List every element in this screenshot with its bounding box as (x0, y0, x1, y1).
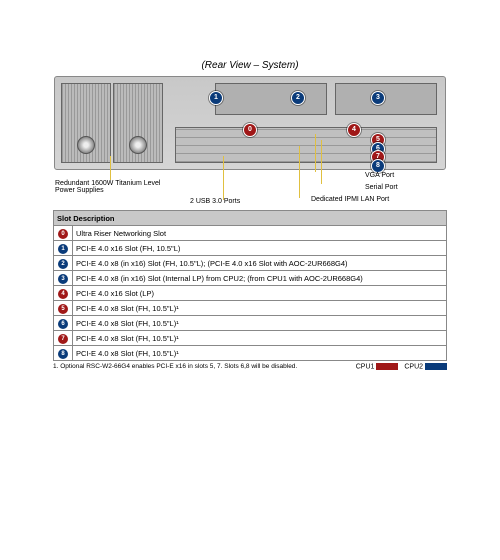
footnote: 1. Optional RSC-W2-66G4 enables PCI-E x1… (53, 363, 297, 370)
row-badge-cell: 7 (54, 331, 73, 346)
row-badge-6: 6 (58, 319, 68, 329)
fan-icon (77, 136, 95, 154)
table-row: 1 PCI-E 4.0 x16 Slot (FH, 10.5"L) (54, 241, 447, 256)
swatch-blue (425, 363, 447, 370)
row-badge-cell: 6 (54, 316, 73, 331)
table-row: 8 PCI-E 4.0 x8 Slot (FH, 10.5"L)¹ (54, 346, 447, 361)
view-title: (Rear View – System) (0, 60, 500, 71)
slot-badge-3: 3 (371, 91, 385, 105)
leader-line (299, 146, 300, 198)
table-header: Slot Description (54, 211, 447, 226)
row-badge-1: 1 (58, 244, 68, 254)
psu-right (113, 83, 163, 163)
swatch-red (376, 363, 398, 370)
row-desc: PCI-E 4.0 x8 (in x16) Slot (FH, 10.5"L);… (73, 256, 447, 271)
slot-description-table: Slot Description 0 Ultra Riser Networking… (53, 210, 447, 361)
row-desc: PCI-E 4.0 x8 (in x16) Slot (Internal LP)… (73, 271, 447, 286)
row-badge-8: 8 (58, 349, 68, 359)
row-desc: PCI-E 4.0 x8 Slot (FH, 10.5"L)¹ (73, 301, 447, 316)
row-badge-0: 0 (58, 229, 68, 239)
server-chassis: 123045678 (54, 76, 446, 170)
legend-cpu2-label: CPU2 (404, 363, 423, 370)
table-row: 5 PCI-E 4.0 x8 Slot (FH, 10.5"L)¹ (54, 301, 447, 316)
table-row: 0 Ultra Riser Networking Slot (54, 226, 447, 241)
row-desc: Ultra Riser Networking Slot (73, 226, 447, 241)
leader-line (110, 156, 111, 180)
footer: 1. Optional RSC-W2-66G4 enables PCI-E x1… (53, 363, 447, 370)
table-row: 7 PCI-E 4.0 x8 Slot (FH, 10.5"L)¹ (54, 331, 447, 346)
slot-badge-0: 0 (243, 123, 257, 137)
row-desc: PCI-E 4.0 x16 Slot (FH, 10.5"L) (73, 241, 447, 256)
row-desc: PCI-E 4.0 x16 Slot (LP) (73, 286, 447, 301)
row-desc: PCI-E 4.0 x8 Slot (FH, 10.5"L)¹ (73, 346, 447, 361)
table-row: 2 PCI-E 4.0 x8 (in x16) Slot (FH, 10.5"L)… (54, 256, 447, 271)
row-badge-2: 2 (58, 259, 68, 269)
row-badge-cell: 2 (54, 256, 73, 271)
row-badge-cell: 3 (54, 271, 73, 286)
legend-cpu1-label: CPU1 (356, 363, 375, 370)
leader-line (321, 140, 322, 184)
row-badge-5: 5 (58, 304, 68, 314)
psu-left (61, 83, 111, 163)
callout-psu: Redundant 1600W Titanium Level Power Sup… (55, 180, 175, 194)
riser-mid (215, 83, 327, 115)
leader-line (315, 134, 316, 172)
slot-badge-1: 1 (209, 91, 223, 105)
table-row: 6 PCI-E 4.0 x8 Slot (FH, 10.5"L)¹ (54, 316, 447, 331)
slot-badge-2: 2 (291, 91, 305, 105)
callouts: Redundant 1600W Titanium Level Power Sup… (55, 170, 445, 206)
row-badge-7: 7 (58, 334, 68, 344)
row-desc: PCI-E 4.0 x8 Slot (FH, 10.5"L)¹ (73, 331, 447, 346)
row-badge-3: 3 (58, 274, 68, 284)
cpu-legend: CPU1 CPU2 (356, 363, 447, 370)
table-row: 4 PCI-E 4.0 x16 Slot (LP) (54, 286, 447, 301)
slot-badge-4: 4 (347, 123, 361, 137)
row-badge-cell: 8 (54, 346, 73, 361)
row-badge-cell: 4 (54, 286, 73, 301)
callout-ipmi: Dedicated IPMI LAN Port (311, 196, 389, 203)
row-badge-cell: 0 (54, 226, 73, 241)
row-badge-cell: 1 (54, 241, 73, 256)
fan-icon (129, 136, 147, 154)
row-badge-4: 4 (58, 289, 68, 299)
riser-right (335, 83, 437, 115)
table-row: 3 PCI-E 4.0 x8 (in x16) Slot (Internal LP… (54, 271, 447, 286)
callout-vga: VGA Port (365, 172, 394, 179)
leader-line (223, 156, 224, 200)
callout-serial: Serial Port (365, 184, 398, 191)
row-badge-cell: 5 (54, 301, 73, 316)
row-desc: PCI-E 4.0 x8 Slot (FH, 10.5"L)¹ (73, 316, 447, 331)
callout-usb: 2 USB 3.0 Ports (190, 198, 240, 205)
low-profile-slots (175, 127, 437, 163)
